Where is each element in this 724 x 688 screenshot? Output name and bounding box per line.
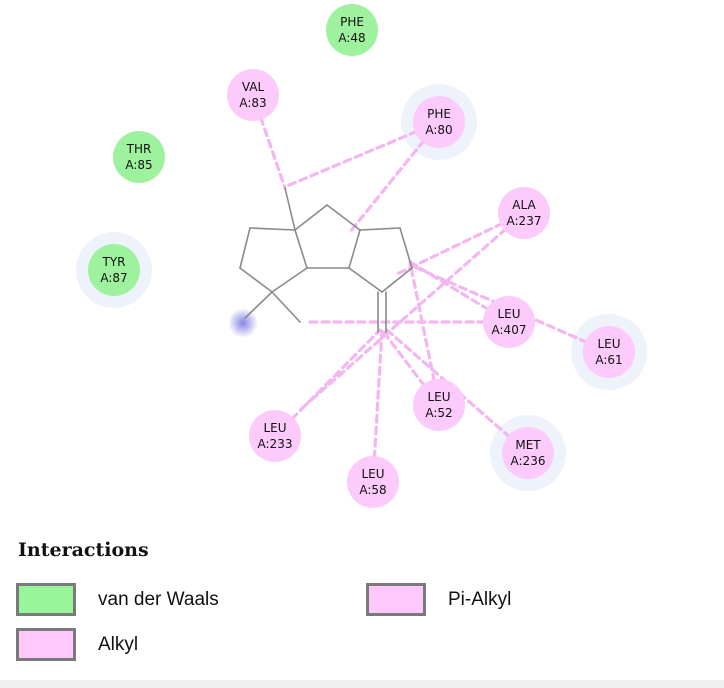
legend-item-alkyl: Alkyl [16,628,138,661]
residue-ala-a237: ALA A:237 [498,187,550,239]
residue-tyr-a87: TYR A:87 [88,244,140,296]
residue-id: A:58 [359,483,386,497]
ligand-bond [359,227,401,231]
residue-phe-a80: PHE A:80 [413,96,465,148]
ligand-bond [249,227,296,231]
ligand-atom-glow [228,308,258,338]
residue-name: LEU [427,390,450,404]
ligand-structure [228,187,413,338]
residue-met-a236: MET A:236 [502,427,554,479]
ligand-bond [399,227,413,269]
residue-name: LEU [361,467,384,481]
residue-circle [502,427,554,479]
residue-circle [88,244,140,296]
residue-id: A:80 [425,123,452,137]
residue-name: LEU [263,421,286,435]
residue-id: A:85 [125,158,152,172]
ligand-bond [239,267,273,293]
ligand-bond [284,187,296,231]
legend-title: Interactions [18,539,149,561]
residue-name: ALA [512,198,536,212]
interaction-line [298,211,526,412]
ligand-bond [348,267,383,293]
residue-thr-a85: THR A:85 [113,131,165,183]
legend-label-alkyl: Alkyl [98,633,139,655]
residue-circle [326,4,378,56]
residue-leu-a52: LEU A:52 [413,379,465,431]
residue-name: LEU [497,307,520,321]
residue-circle [413,96,465,148]
legend-swatch-alkyl [16,628,76,661]
legend-label-pi-alkyl: Pi-Alkyl [448,588,512,610]
residue-circle [413,379,465,431]
residue-name: VAL [242,80,265,94]
residue-id: A:61 [595,353,622,367]
residue-circle [227,69,279,121]
residue-leu-a61: LEU A:61 [583,326,635,378]
residue-circle [249,410,301,462]
legend-item-pi-alkyl: Pi-Alkyl [366,583,511,616]
legend-item-van-der-waals: van der Waals [16,583,219,616]
residue-circle [483,296,535,348]
residue-circle [583,326,635,378]
legend-label-van-der-waals: van der Waals [98,588,219,610]
residue-leu-a58: LEU A:58 [347,456,399,508]
residue-name: PHE [427,107,451,121]
residue-leu-a407: LEU A:407 [483,296,535,348]
residue-id: A:407 [492,323,527,337]
residue-id: A:236 [511,454,546,468]
residue-nodes: PHE A:48 VAL A:83 PHE A:80 THR A:85 ALA A:237 TYR A… [88,4,635,508]
ligand-bond [348,229,361,269]
residue-val-a83: VAL A:83 [227,69,279,121]
residue-circle [347,456,399,508]
legend-swatch-van-der-waals [16,583,76,616]
ligand-bond [294,229,308,269]
residue-id: A:237 [507,214,542,228]
residue-circle [113,131,165,183]
ligand-bond [294,204,328,231]
legend-swatch-pi-alkyl [366,583,426,616]
residue-id: A:233 [258,437,293,451]
residue-phe-a48: PHE A:48 [326,4,378,56]
residue-id: A:48 [338,31,365,45]
residue-name: MET [515,438,541,452]
ligand-bond [326,204,361,231]
ligand-bond [271,291,301,323]
ligand-bond [244,291,273,319]
residue-name: THR [126,142,152,156]
interaction-diagram: PHE A:48 VAL A:83 PHE A:80 THR A:85 ALA A:237 TYR A… [76,4,647,508]
residue-name: LEU [597,337,620,351]
bottom-bar [0,680,724,688]
residue-id: A:52 [425,406,452,420]
interaction-line [285,120,441,188]
residue-id: A:83 [239,96,266,110]
residue-name: TYR [102,255,126,269]
residue-name: PHE [340,15,364,29]
residue-leu-a233: LEU A:233 [249,410,301,462]
ligand-bond [381,267,413,293]
ligand-bond [271,267,308,293]
residue-id: A:87 [100,271,127,285]
residue-circle [498,187,550,239]
ligand-bond [239,227,251,269]
interaction-line [385,328,530,455]
